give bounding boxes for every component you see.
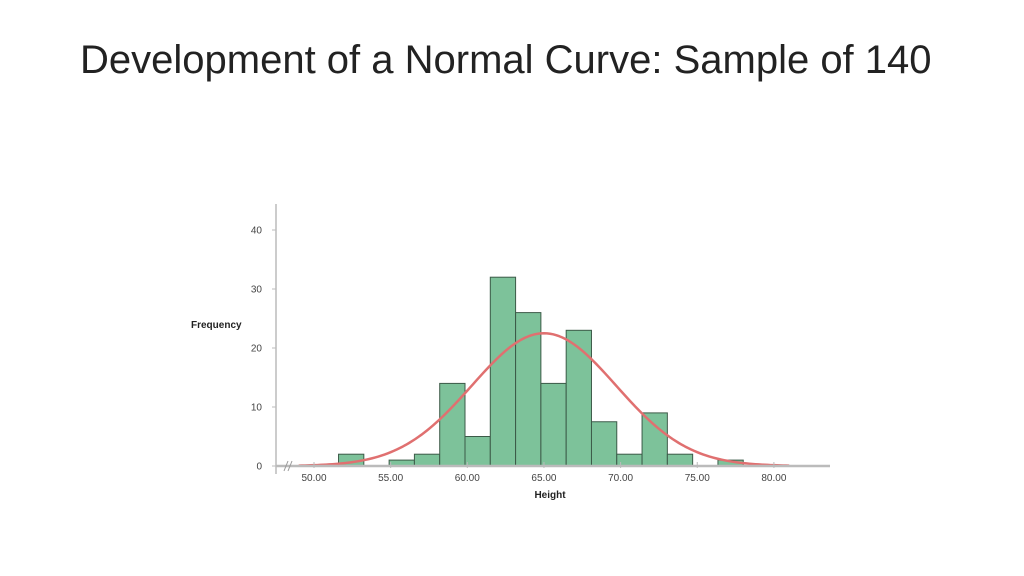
axis-break-mark	[283, 460, 289, 472]
y-tick-label: 10	[251, 403, 263, 414]
x-axis: 50.00 55.00 60.00 65.00 70.00 75.00 80.00	[276, 460, 830, 484]
axis-break-mark	[287, 460, 293, 472]
x-tick-label: 65.00	[531, 473, 556, 484]
histogram-bar	[489, 276, 517, 467]
y-axis: 0 10 20 30 40	[251, 204, 277, 474]
y-axis-label: Frequency	[191, 320, 242, 331]
x-tick-label: 55.00	[378, 473, 403, 484]
x-axis-label: Height	[534, 490, 566, 501]
normal-curve-line	[298, 332, 790, 467]
x-tick-label: 75.00	[685, 473, 710, 484]
histogram-bars	[338, 276, 744, 467]
y-tick-label: 0	[256, 462, 262, 473]
x-tick-label: 80.00	[761, 473, 786, 484]
y-tick-label: 40	[251, 226, 263, 237]
y-tick-label: 20	[251, 344, 263, 355]
histogram-bar	[641, 412, 668, 467]
histogram-bar	[464, 436, 491, 467]
histogram-bar	[413, 453, 441, 467]
x-tick-label: 50.00	[301, 473, 326, 484]
histogram-bar	[590, 421, 618, 467]
normal-curve	[298, 332, 790, 467]
slide-title: Development of a Normal Curve: Sample of…	[80, 38, 932, 82]
x-tick-label: 60.00	[455, 473, 480, 484]
x-tick-label: 70.00	[608, 473, 633, 484]
histogram-bar	[666, 453, 694, 467]
y-tick-label: 30	[251, 285, 263, 296]
histogram-bar	[540, 382, 567, 467]
histogram-bar	[565, 329, 592, 467]
